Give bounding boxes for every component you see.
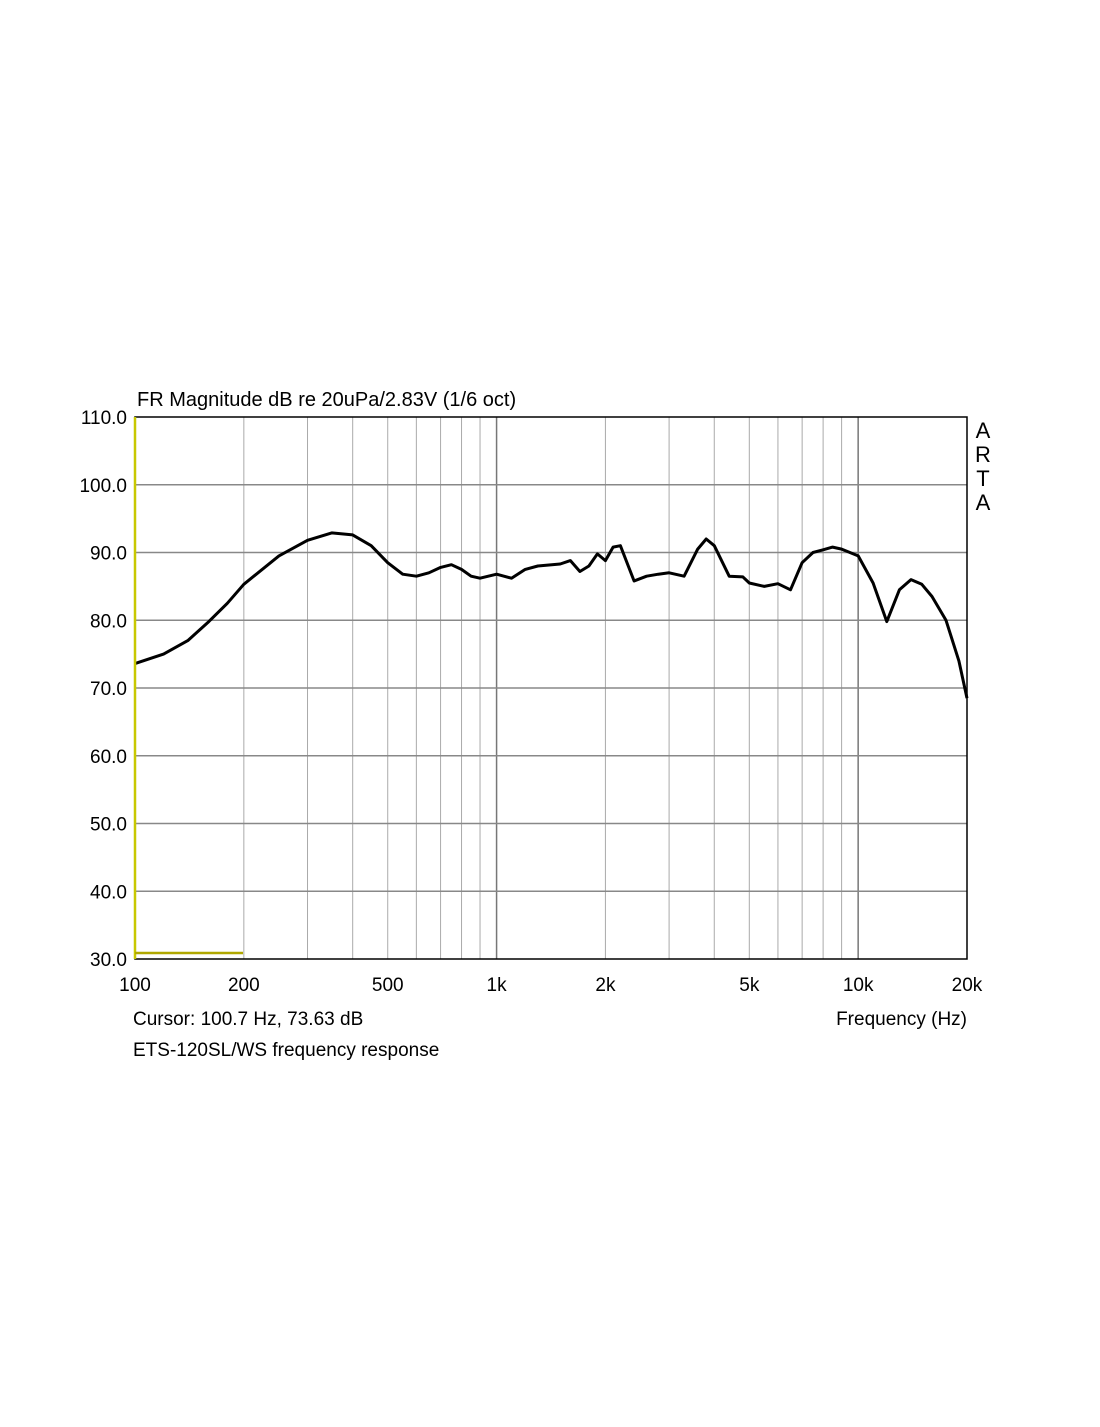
watermark-letter: R	[975, 442, 991, 467]
x-tick-label: 10k	[843, 975, 874, 996]
y-tick-label: 40.0	[90, 882, 127, 903]
x-tick-label: 5k	[739, 975, 760, 996]
cursor-readout: Cursor: 100.7 Hz, 73.63 dB	[133, 1009, 363, 1030]
y-tick-label: 70.0	[90, 679, 127, 700]
chart-title: FR Magnitude dB re 20uPa/2.83V (1/6 oct)	[137, 389, 516, 411]
y-tick-label: 60.0	[90, 747, 127, 768]
x-tick-label: 500	[372, 975, 404, 996]
y-tick-label: 110.0	[81, 408, 127, 429]
chart-caption: ETS-120SL/WS frequency response	[133, 1040, 439, 1061]
x-tick-label: 1k	[487, 975, 508, 996]
y-tick-label: 80.0	[90, 611, 127, 632]
watermark-letter: A	[976, 418, 991, 443]
x-tick-label: 100	[119, 975, 151, 996]
y-tick-label: 90.0	[90, 544, 127, 565]
series-line-frequency-response	[134, 531, 969, 699]
x-tick-label: 20k	[952, 975, 983, 996]
y-tick-label: 50.0	[90, 815, 127, 836]
x-tick-label: 200	[228, 975, 260, 996]
x-axis-label: Frequency (Hz)	[836, 1009, 967, 1030]
x-tick-label: 2k	[595, 975, 616, 996]
watermark-letter: T	[976, 466, 989, 491]
y-tick-label: 30.0	[90, 950, 127, 971]
watermark-letter: A	[976, 490, 991, 515]
y-tick-label: 100.0	[79, 476, 127, 497]
